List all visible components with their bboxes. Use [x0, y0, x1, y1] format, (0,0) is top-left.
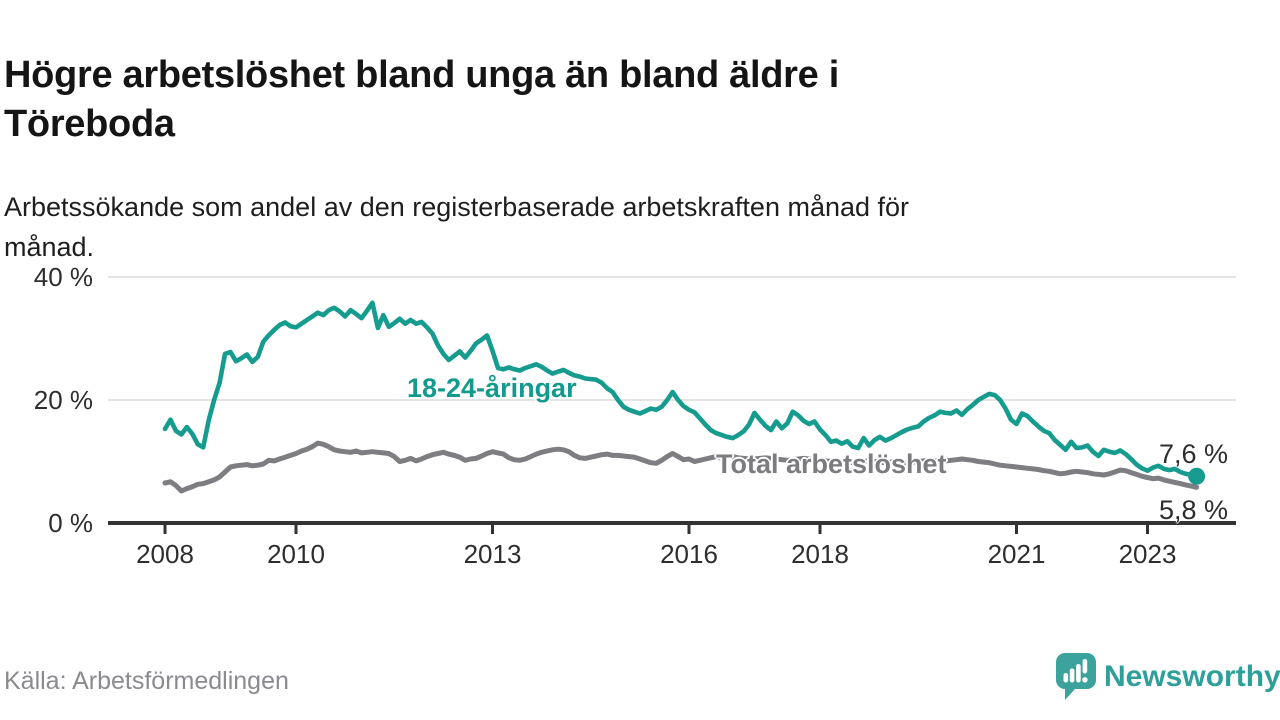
subtitle-line-1: Arbetssökande som andel av den registerb… — [4, 192, 910, 222]
series-line-young — [162, 300, 1199, 479]
end-dot-young — [1188, 467, 1206, 485]
end-value-label-total: 5,8 % — [1158, 495, 1228, 525]
x-tick-label-2010: 2010 — [267, 539, 325, 569]
newsworthy-logo: Newsworthy — [1056, 653, 1280, 700]
x-tick-label-2016: 2016 — [660, 539, 718, 569]
newsworthy-logo-icon — [1056, 653, 1096, 700]
page-title: Högre arbetslöshet bland unga än bland ä… — [4, 51, 839, 149]
y-tick-label-20: 20 % — [34, 385, 93, 415]
x-tick-label-2013: 2013 — [464, 539, 522, 569]
y-tick-label-0: 0 % — [48, 508, 93, 538]
title-line-2: Töreboda — [4, 103, 175, 146]
subtitle-line-2: månad. — [4, 232, 95, 262]
source-note: Källa: Arbetsförmedlingen — [4, 667, 289, 695]
chart-subtitle: Arbetssökande som andel av den registerb… — [4, 187, 909, 267]
newsworthy-logo-text: Newsworthy — [1104, 660, 1280, 693]
series-label-young: 18-24-åringar — [407, 373, 577, 403]
series-line-total — [162, 440, 1200, 494]
y-tick-label-40: 40 % — [34, 262, 93, 292]
title-line-1: Högre arbetslöshet bland unga än bland ä… — [4, 54, 840, 97]
x-tick-label-2023: 2023 — [1119, 539, 1177, 569]
end-value-label-young: 7,6 % — [1158, 439, 1228, 469]
series-label-total: Total arbetslöshet — [716, 449, 947, 479]
x-tick-label-2018: 2018 — [791, 539, 849, 569]
x-tick-label-2008: 2008 — [136, 539, 194, 569]
x-tick-label-2021: 2021 — [988, 539, 1046, 569]
